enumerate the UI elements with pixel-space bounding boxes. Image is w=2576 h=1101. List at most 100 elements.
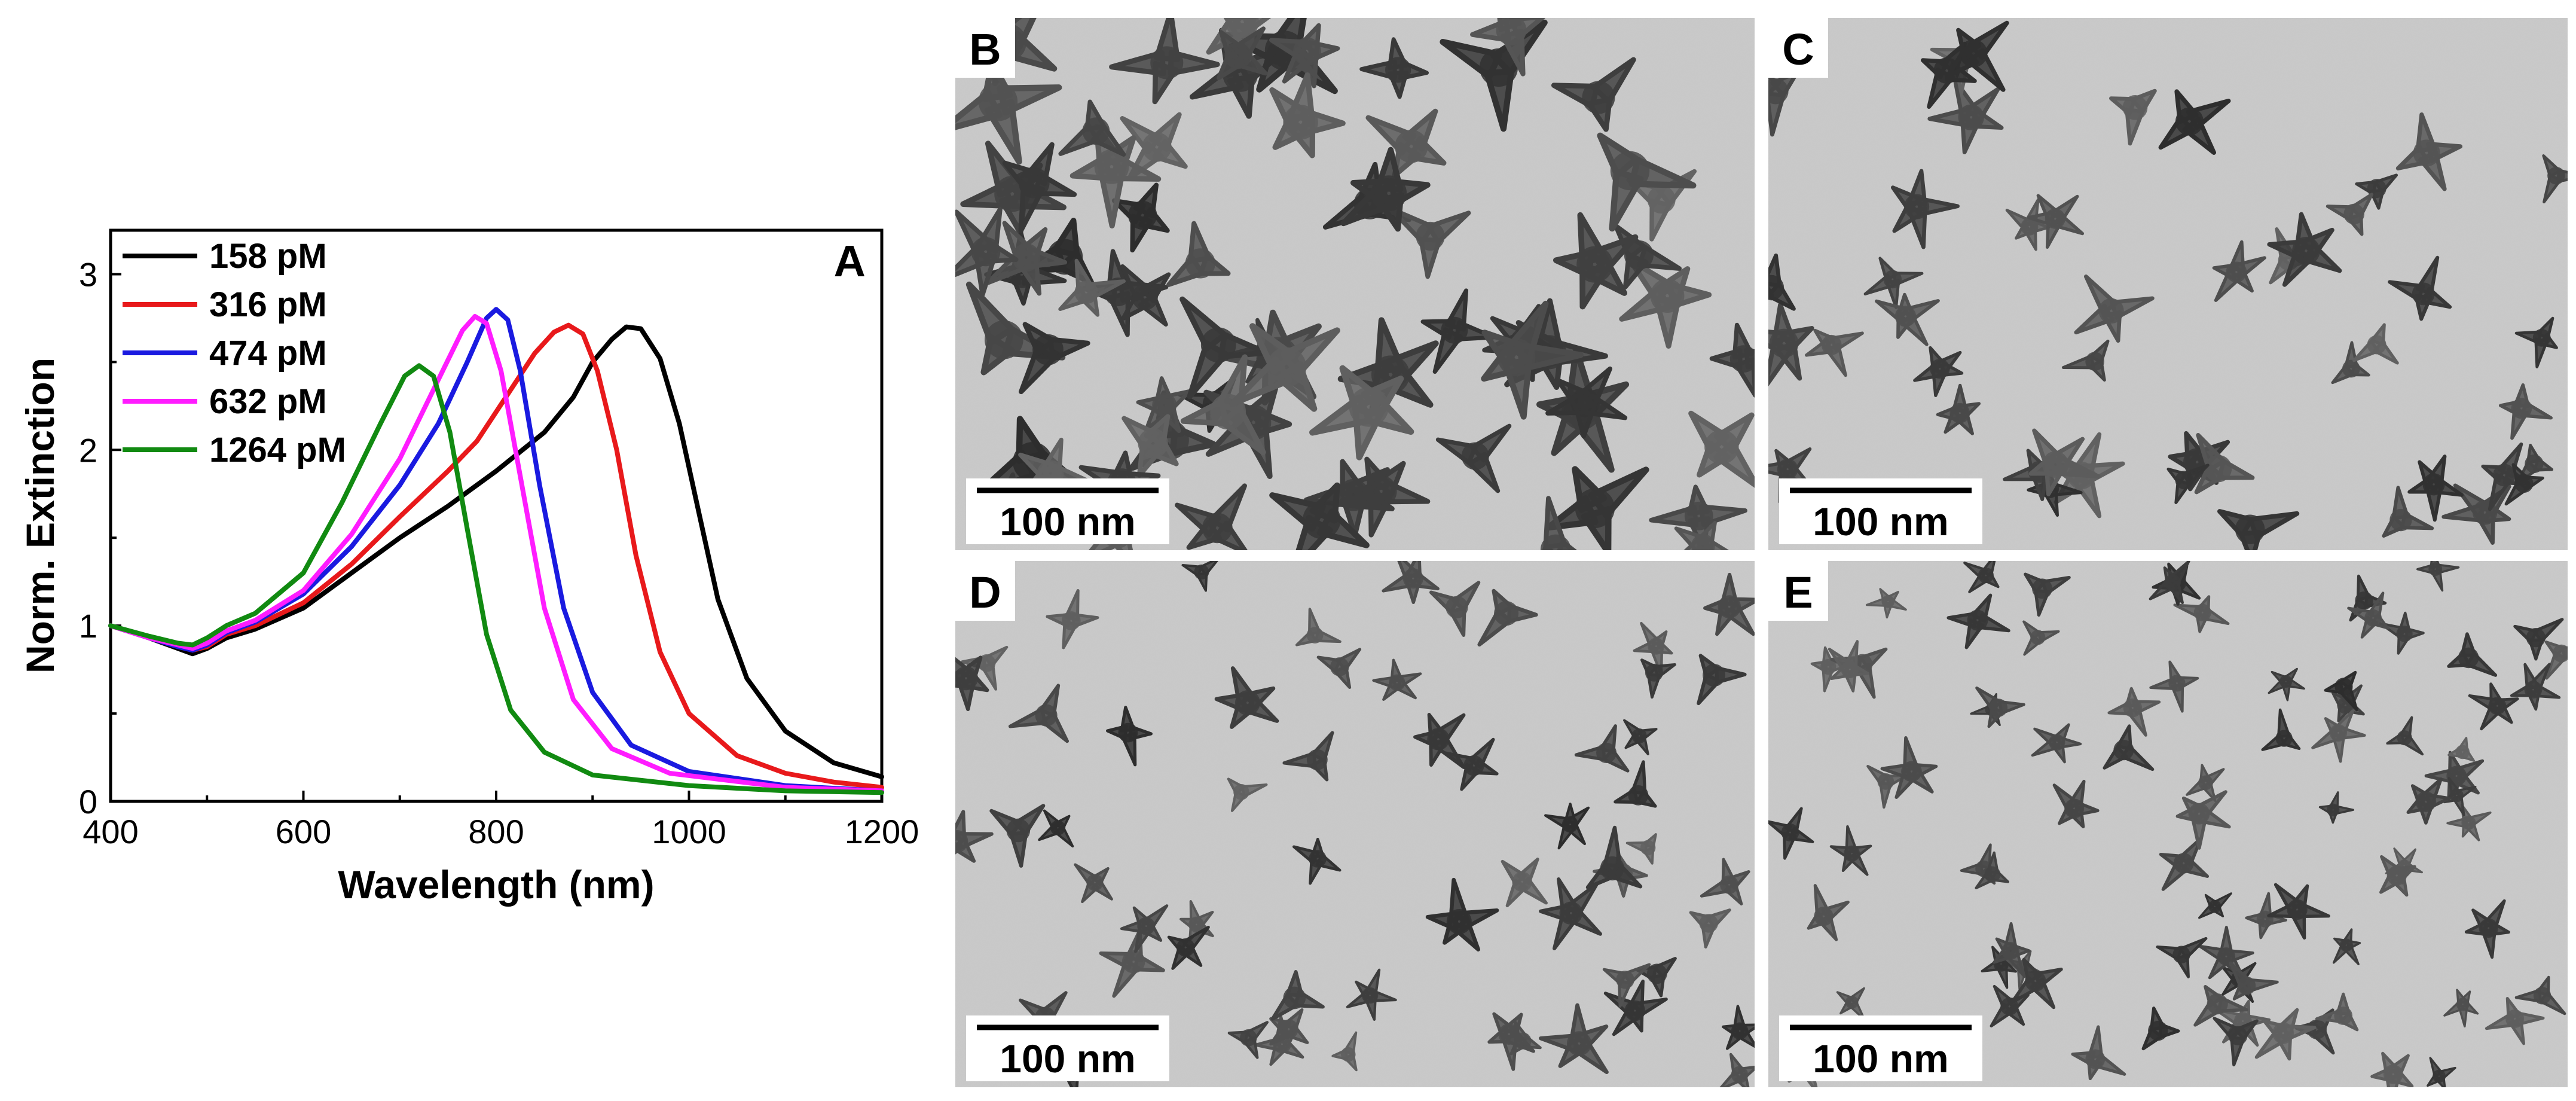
micrograph-b: B 100 nm — [955, 18, 1755, 550]
legend: 158 pM 316 pM 474 pM 632 pM 1264 pM — [123, 237, 346, 469]
nanostar-arms — [1866, 765, 1908, 809]
nanostar-arms — [1553, 212, 1639, 310]
nanostar-arms — [1481, 300, 1584, 420]
legend-entry: 316 pM — [209, 285, 327, 324]
nanostar-arms — [1058, 258, 1126, 317]
nanostar-arms — [2229, 961, 2279, 1001]
nanostar-arms — [1167, 925, 1210, 970]
nanostar-arms — [2355, 173, 2398, 210]
nanostar-arms — [1709, 322, 1755, 398]
nanostar-arms — [1216, 26, 1268, 81]
nanostar-arms — [2514, 975, 2566, 1015]
nanostar-arms — [1292, 837, 1342, 885]
nanostar-arms — [1544, 803, 1590, 850]
nanostar-arms — [1545, 366, 1628, 439]
nanostar-arms — [1058, 99, 1126, 157]
panel-letter-background — [955, 561, 1015, 621]
nanostar-arms — [2395, 112, 2463, 191]
nanostar-arms — [2443, 989, 2479, 1028]
nanostar-arms — [2149, 561, 2190, 605]
x-tick-label: 600 — [276, 813, 331, 850]
y-tick-label: 2 — [79, 431, 97, 469]
nanostar-arms — [1697, 654, 1747, 706]
nanostar-arms — [1069, 124, 1162, 228]
nanostar-arms — [2005, 198, 2051, 251]
nanostar-arms — [1768, 807, 1814, 860]
nanostar-arms — [1420, 288, 1496, 374]
nanostar-arms — [2027, 194, 2085, 249]
nanostar-arms — [2141, 1007, 2180, 1051]
nanostar-arms — [1975, 686, 2025, 728]
nanostar-arms — [1623, 719, 1658, 755]
nanostar-arms — [989, 804, 1046, 868]
nanostar-arms — [2386, 716, 2424, 756]
nanostar-arms — [2514, 316, 2558, 368]
y-tick-label: 0 — [79, 783, 97, 821]
nanostar-arms — [1545, 466, 1649, 550]
nanostar-arms — [1993, 922, 2031, 978]
nanostar-arms — [1295, 608, 1342, 646]
nanostar-arms — [2370, 1051, 2414, 1087]
nanostar-arms — [2074, 275, 2155, 343]
panel-label-e: E — [1783, 568, 1813, 617]
nanostar-arms — [2149, 660, 2199, 713]
axis-ticks: 400 600 800 1000 1200 0 1 2 3 — [79, 255, 919, 850]
nanostar-arms — [2311, 709, 2366, 763]
nanostar-arms — [1828, 640, 1869, 693]
nanostar-arms — [1008, 684, 1069, 743]
nanostar-arms — [2031, 723, 2082, 764]
nanostar-arms — [1635, 957, 1677, 998]
nanostar-arms — [2464, 899, 2510, 959]
nanostar-arms — [1597, 132, 1697, 232]
nanostar-arms — [2267, 212, 2342, 287]
nanostar-arms — [1863, 257, 1924, 309]
nanostar-arms — [1019, 322, 1090, 395]
nanostar-arms — [2173, 595, 2230, 633]
nanostar-arms — [2416, 561, 2460, 592]
series-lines — [108, 307, 884, 795]
nanostar-particles — [955, 561, 1755, 1087]
scale-bar-label: 100 nm — [1813, 499, 1948, 544]
nanostar-arms — [1270, 970, 1325, 1021]
nanostar-arms — [2159, 837, 2210, 891]
nanostar-arms — [1046, 588, 1099, 649]
nanostar-arms — [2427, 1057, 2456, 1087]
nanostar-arms — [1120, 904, 1169, 953]
nanostar-arms — [2388, 255, 2452, 321]
nanostar-arms — [2245, 892, 2287, 940]
nanostar-arms — [2103, 724, 2155, 771]
nanostar-arms — [1990, 984, 2030, 1027]
nanostar-arms — [1359, 37, 1429, 99]
nanostar-arms — [1768, 253, 1796, 311]
panel-letter-background — [955, 18, 1015, 78]
nanostar-arms — [2261, 708, 2301, 751]
nanostar-arms — [1807, 884, 1850, 941]
nanostar-arms — [1865, 588, 1907, 619]
nanostar-arms — [2447, 632, 2498, 677]
nanostar-arms — [1963, 561, 2000, 593]
y-tick-label: 1 — [79, 607, 97, 645]
nanostar-arms — [2156, 937, 2208, 978]
panel-label-a: A — [834, 236, 866, 286]
nanostar-arms — [1002, 142, 1077, 234]
nanostar-arms — [1269, 23, 1340, 89]
nanostar-arms — [955, 655, 989, 712]
nanostar-arms — [2175, 790, 2231, 850]
nanostar-arms — [1945, 20, 2009, 92]
nanostar-arms — [1038, 809, 1074, 848]
nanostar-arms — [1189, 28, 1287, 119]
nanostar-arms — [2107, 687, 2161, 737]
nanostar-arms — [2194, 432, 2255, 495]
nanostar-particles — [1768, 561, 2568, 1087]
nanostar-arms — [2485, 996, 2545, 1045]
x-tick-label: 1000 — [652, 813, 726, 850]
nanostar-arms — [1722, 1005, 1755, 1050]
nanostar-arms — [1487, 1012, 1535, 1071]
nanostar-arms — [2326, 193, 2374, 236]
nanostar-arms — [2446, 803, 2492, 841]
nanostar-arms — [985, 221, 1068, 296]
nanostar-arms — [1181, 561, 1218, 592]
nanostar-arms — [2268, 667, 2305, 702]
nanostar-arms — [1282, 731, 1334, 782]
